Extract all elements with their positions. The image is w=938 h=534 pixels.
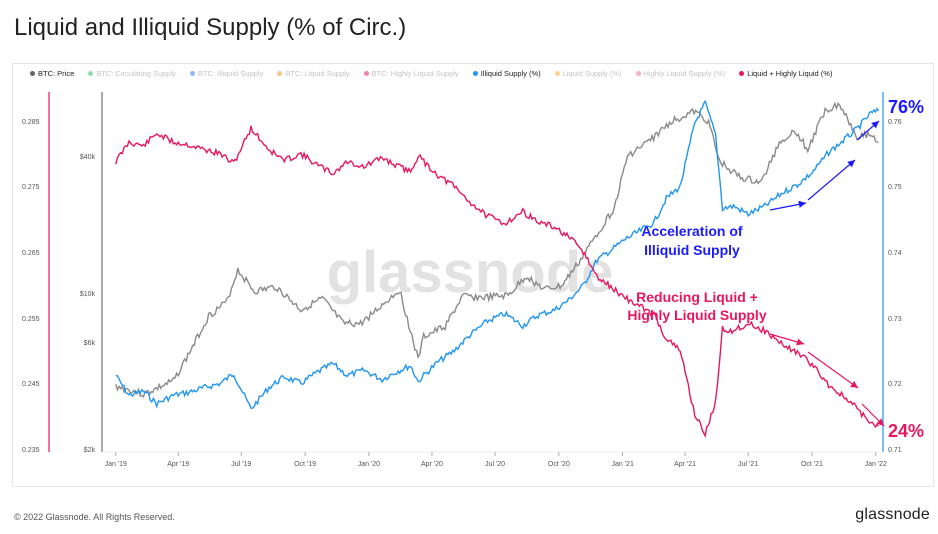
- legend-item[interactable]: BTC: Circulating Supply: [88, 69, 176, 78]
- legend-item[interactable]: BTC: Highly Liquid Supply: [363, 69, 459, 78]
- x-tick-label: Jan '22: [865, 461, 887, 468]
- annotation-reducing-line1: Reducing Liquid +: [636, 289, 758, 305]
- right-tick-label: 0.76: [888, 119, 902, 126]
- x-tick-label: Jul '20: [485, 461, 505, 468]
- legend-label: Illiquid Supply (%): [480, 69, 541, 78]
- series-line-illiquid-supply: [115, 99, 880, 410]
- legend-label: BTC: Highly Liquid Supply: [371, 69, 459, 78]
- legend-dot-icon: [88, 71, 94, 76]
- legend-dot-icon: [277, 71, 283, 76]
- right-tick-label: 0.71: [888, 447, 902, 454]
- legend-item[interactable]: BTC: Liquid Supply: [277, 69, 350, 78]
- chart-legend: BTC: Price BTC: Circulating Supply BTC: Il…: [30, 69, 930, 78]
- chart-title: Liquid and Illiquid Supply (% of Circ.): [14, 14, 407, 41]
- annotation-arrow: [807, 159, 856, 201]
- annotation-liquid-end-value: 24%: [888, 421, 924, 441]
- x-tick-label: Oct '21: [801, 461, 823, 468]
- x-tick-label: Oct '20: [548, 461, 570, 468]
- left-tick-label: 0.235: [22, 447, 40, 454]
- x-tick-label: Oct '19: [294, 461, 316, 468]
- price-tick-label: $10k: [80, 291, 96, 298]
- annotation-acceleration-line1: Acceleration of: [641, 223, 742, 239]
- x-tick-label: Jan '19: [105, 461, 127, 468]
- annotation-arrow: [856, 120, 880, 141]
- legend-item[interactable]: BTC: Price: [30, 69, 74, 78]
- left-tick-label: 0.275: [22, 184, 40, 191]
- annotation-reducing-line2: Highly Liquid Supply: [627, 307, 766, 323]
- x-tick-label: Jan '20: [358, 461, 380, 468]
- left-tick-label: 0.285: [22, 119, 40, 126]
- x-tick-label: Apr '21: [674, 461, 696, 468]
- legend-dot-icon: [363, 71, 369, 76]
- right-tick-label: 0.75: [888, 184, 902, 191]
- legend-label: Highly Liquid Supply (%): [643, 69, 726, 78]
- legend-item[interactable]: Illiquid Supply (%): [472, 69, 541, 78]
- legend-item[interactable]: BTC: Illiquid Supply: [189, 69, 264, 78]
- price-tick-label: $40k: [80, 154, 96, 161]
- price-tick-label: $6k: [84, 340, 96, 347]
- price-tick-label: $2k: [84, 447, 96, 454]
- legend-item[interactable]: Liquid + Highly Liquid (%): [739, 69, 832, 78]
- annotation-arrow: [861, 403, 885, 427]
- legend-label: BTC: Illiquid Supply: [197, 69, 264, 78]
- right-tick-label: 0.73: [888, 316, 902, 323]
- legend-dot-icon: [189, 71, 195, 76]
- series-line-liquid-highly-liquid: [115, 125, 879, 438]
- x-tick-label: Jan '21: [611, 461, 633, 468]
- left-tick-label: 0.245: [22, 381, 40, 388]
- legend-dot-icon: [30, 71, 35, 76]
- annotation-acceleration-line2: Illiquid Supply: [644, 242, 740, 258]
- annotation-illiquid-end-value: 76%: [888, 97, 924, 117]
- legend-label: BTC: Circulating Supply: [96, 69, 176, 78]
- series-line-btc-price: [115, 101, 879, 399]
- legend-dot-icon: [472, 71, 478, 76]
- left-tick-label: 0.265: [22, 250, 40, 257]
- legend-label: Liquid + Highly Liquid (%): [747, 69, 833, 78]
- annotation-arrow: [769, 200, 807, 211]
- legend-dot-icon: [554, 71, 560, 76]
- footer-copyright: © 2022 Glassnode. All Rights Reserved.: [14, 512, 175, 522]
- annotation-arrow: [807, 351, 859, 389]
- legend-label: Liquid Supply (%): [562, 69, 622, 78]
- legend-dot-icon: [739, 71, 745, 76]
- x-tick-label: Apr '20: [421, 461, 443, 468]
- legend-item[interactable]: Highly Liquid Supply (%): [635, 69, 726, 78]
- footer-brand-logo[interactable]: glassnode: [855, 506, 930, 523]
- legend-item[interactable]: Liquid Supply (%): [554, 69, 622, 78]
- legend-label: BTC: Price: [38, 69, 75, 78]
- left-tick-label: 0.255: [22, 316, 40, 323]
- x-tick-label: Apr '19: [167, 461, 189, 468]
- legend-label: BTC: Liquid Supply: [285, 69, 350, 78]
- legend-dot-icon: [635, 71, 641, 76]
- right-tick-label: 0.74: [888, 250, 902, 257]
- x-tick-label: Jul '19: [231, 461, 251, 468]
- chart-panel: [12, 63, 934, 487]
- annotation-arrow: [769, 333, 805, 346]
- watermark-logo: glassnode: [327, 240, 614, 305]
- right-tick-label: 0.72: [888, 381, 902, 388]
- x-tick-label: Jul '21: [738, 461, 758, 468]
